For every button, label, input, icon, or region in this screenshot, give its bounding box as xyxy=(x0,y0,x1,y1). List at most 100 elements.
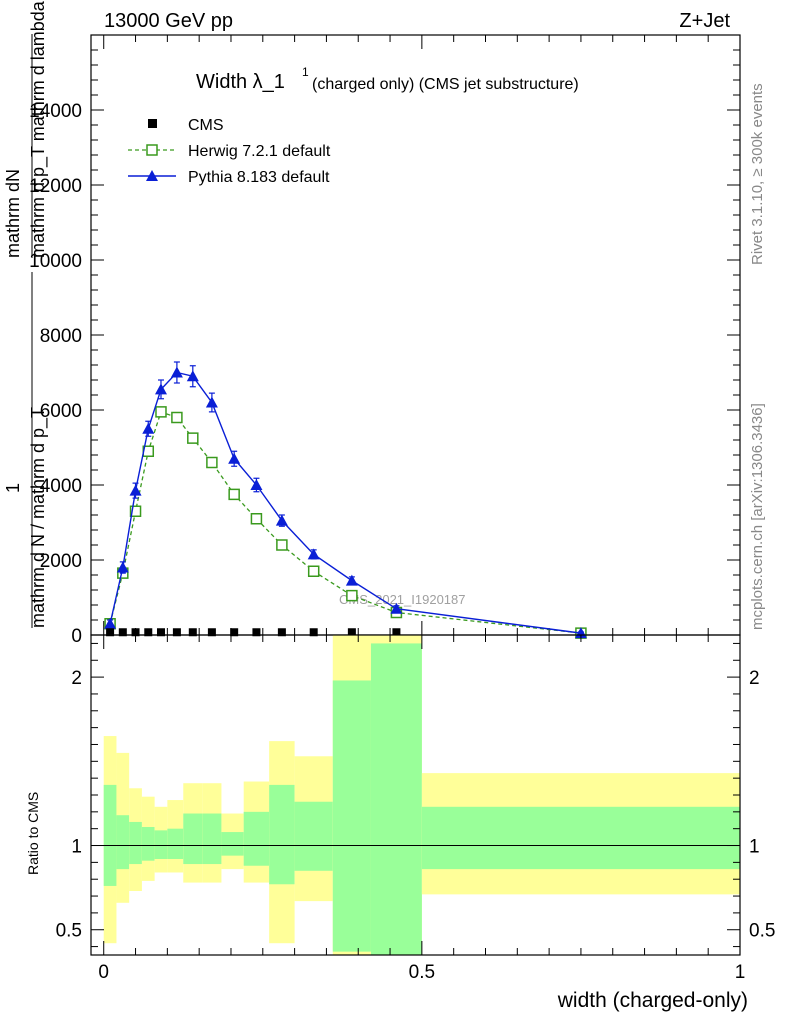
pythia-point xyxy=(186,370,199,382)
herwig-point xyxy=(250,513,263,525)
pythia-point xyxy=(307,548,320,560)
header-process-label: Z+Jet xyxy=(679,10,730,32)
pythia-point xyxy=(129,484,142,496)
legend-pythia-marker xyxy=(146,170,158,181)
pythia-point xyxy=(250,479,263,490)
pythia-point xyxy=(104,617,117,629)
pythia-point xyxy=(345,574,358,586)
pythia-series xyxy=(104,361,587,639)
ratio-green-band xyxy=(243,811,270,866)
herwig-point xyxy=(206,456,218,469)
mcplots-label: mcplots.cern.ch [arXiv:1306.3436] xyxy=(749,403,766,630)
ratio-green-band xyxy=(167,828,184,859)
cms-point xyxy=(144,628,153,637)
herwig-point xyxy=(276,539,288,551)
y-label-one: 1 xyxy=(3,483,23,493)
pythia-point xyxy=(154,383,167,395)
ratio-green-band xyxy=(332,680,371,952)
ratio-y-tick-label: 2 xyxy=(71,668,82,689)
ratio-x-tick-label: 1 xyxy=(735,962,746,983)
legend-pythia-label: Pythia 8.183 default xyxy=(188,169,330,186)
ratio-green-band xyxy=(202,813,222,865)
ratio-y-tick-label: 0.5 xyxy=(56,921,82,942)
cms-series xyxy=(106,628,401,637)
ratio-y-axis-label: Ratio to CMS xyxy=(25,792,41,875)
cms-point xyxy=(309,628,318,637)
pythia-point xyxy=(228,452,241,464)
ratio-green-band xyxy=(154,830,168,859)
herwig-line xyxy=(109,411,582,634)
pythia-point xyxy=(116,561,129,573)
legend-cms-marker xyxy=(148,119,157,128)
main-y-axis: 0 2000 4000 6000 8000 10000 12000 14000 xyxy=(29,49,740,647)
ratio-green-band xyxy=(141,827,155,861)
main-y-tick-label: 8000 xyxy=(40,326,82,347)
herwig-point xyxy=(187,432,199,444)
main-y-tick-label: 2000 xyxy=(40,551,82,572)
ratio-green-band xyxy=(129,821,142,865)
herwig-point xyxy=(307,565,320,577)
legend: CMS Herwig 7.2.1 default Pythia 8.183 de… xyxy=(128,117,331,186)
herwig-point xyxy=(346,589,358,602)
pythia-point xyxy=(275,514,288,526)
ratio-green-band xyxy=(221,832,244,856)
rivet-version-label: Rivet 3.1.10, ≥ 300k events xyxy=(749,83,766,265)
ratio-y-axis: 0.5 0.5 1 1 2 2 xyxy=(56,642,775,948)
y-label-numerator: mathrm dN xyxy=(3,169,23,258)
herwig-point xyxy=(155,406,167,418)
plot-title-detail: (charged only) (CMS jet substructure) xyxy=(312,76,579,93)
ratio-green-band xyxy=(421,806,740,870)
ratio-x-axis: 0 0.5 1 xyxy=(98,635,745,983)
cms-point xyxy=(106,628,115,637)
ratio-green-band xyxy=(103,784,117,886)
pythia-point xyxy=(170,366,183,378)
main-y-tick-label: 4000 xyxy=(40,476,82,497)
cms-point xyxy=(277,628,286,637)
ratio-x-tick-label: 0 xyxy=(98,962,109,983)
header-energy-label: 13000 GeV pp xyxy=(104,10,233,32)
main-y-tick-label: 0 xyxy=(71,626,82,647)
pythia-point xyxy=(390,602,403,614)
herwig-point xyxy=(129,505,142,517)
cms-point xyxy=(156,628,165,637)
cms-point xyxy=(347,628,356,637)
plot-title-superscript: 1 xyxy=(302,65,309,79)
main-x-ticks xyxy=(103,35,741,635)
cms-point xyxy=(131,628,140,637)
legend-cms-label: CMS xyxy=(188,117,224,134)
legend-herwig-marker xyxy=(146,144,158,156)
cms-point xyxy=(188,628,197,637)
plot-title-main: Width λ_1 xyxy=(196,71,285,93)
ratio-green-band xyxy=(294,801,333,871)
y-label-norm: mathrm d N / mathrm d p_T xyxy=(28,407,49,628)
y-label-denominator: mathrm d p_T mathrm d lambda xyxy=(28,0,49,258)
ratio-y-tick-label: 1 xyxy=(71,837,82,858)
main-y-tick-label: 6000 xyxy=(40,401,82,422)
watermark-analysis-id: CMS_2021_I1920187 xyxy=(339,592,466,607)
pythia-point xyxy=(142,422,155,434)
ratio-green-band xyxy=(116,815,130,870)
herwig-point xyxy=(228,488,240,501)
ratio-green-band xyxy=(370,643,422,955)
ratio-y-tick-label-right: 2 xyxy=(749,668,760,689)
ratio-y-tick-label-right: 0.5 xyxy=(749,921,775,942)
x-axis-label: width (charged-only) xyxy=(557,989,748,1012)
main-y-tick-label: 12000 xyxy=(29,176,82,197)
ratio-green-band xyxy=(183,813,203,865)
ratio-green-band xyxy=(269,784,295,885)
cms-point xyxy=(230,628,239,637)
legend-herwig-label: Herwig 7.2.1 default xyxy=(188,143,331,160)
main-y-axis-label: mathrm dN mathrm d p_T mathrm d lambda 1… xyxy=(3,0,49,628)
main-y-tick-label: 10000 xyxy=(29,251,82,272)
ratio-y-tick-label-right: 1 xyxy=(749,837,760,858)
herwig-point xyxy=(171,411,183,424)
ratio-bands xyxy=(103,635,740,955)
pythia-point xyxy=(205,396,218,408)
cms-point xyxy=(252,628,261,637)
ratio-x-tick-label: 0.5 xyxy=(409,962,435,983)
main-y-tick-label: 14000 xyxy=(29,101,82,122)
cms-point xyxy=(392,628,401,637)
cms-point xyxy=(118,628,127,637)
cms-point xyxy=(172,628,181,637)
